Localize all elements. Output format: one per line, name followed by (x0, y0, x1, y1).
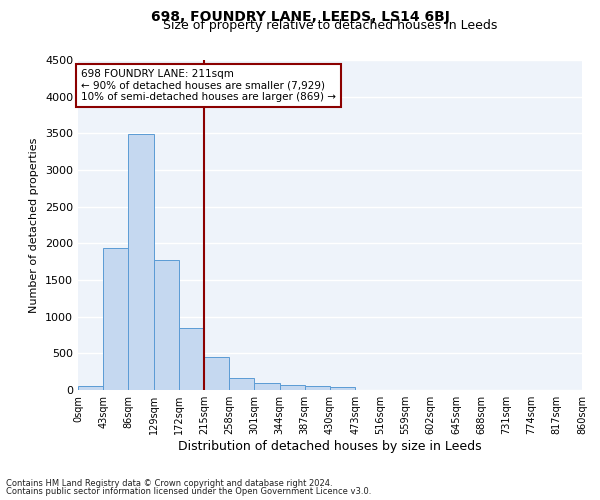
Bar (179, 328, 204, 390)
Text: 698 FOUNDRY LANE: 211sqm
← 90% of detached houses are smaller (7,929)
10% of sem: 698 FOUNDRY LANE: 211sqm ← 90% of detach… (81, 69, 336, 102)
Text: Contains HM Land Registry data © Crown copyright and database right 2024.: Contains HM Land Registry data © Crown c… (6, 478, 332, 488)
Bar (128, 134, 154, 390)
Bar (229, 378, 254, 390)
Bar (280, 384, 305, 390)
Bar (103, 248, 128, 390)
Title: Size of property relative to detached houses in Leeds: Size of property relative to detached ho… (163, 20, 497, 32)
Bar (78, 386, 103, 390)
Bar (154, 260, 179, 390)
Text: 698, FOUNDRY LANE, LEEDS, LS14 6BJ: 698, FOUNDRY LANE, LEEDS, LS14 6BJ (151, 10, 449, 24)
Y-axis label: Number of detached properties: Number of detached properties (29, 138, 40, 312)
Bar (330, 386, 355, 390)
Bar (254, 382, 280, 390)
Text: Contains public sector information licensed under the Open Government Licence v3: Contains public sector information licen… (6, 487, 371, 496)
X-axis label: Distribution of detached houses by size in Leeds: Distribution of detached houses by size … (178, 440, 482, 453)
Bar (204, 357, 229, 390)
Bar (305, 386, 330, 390)
